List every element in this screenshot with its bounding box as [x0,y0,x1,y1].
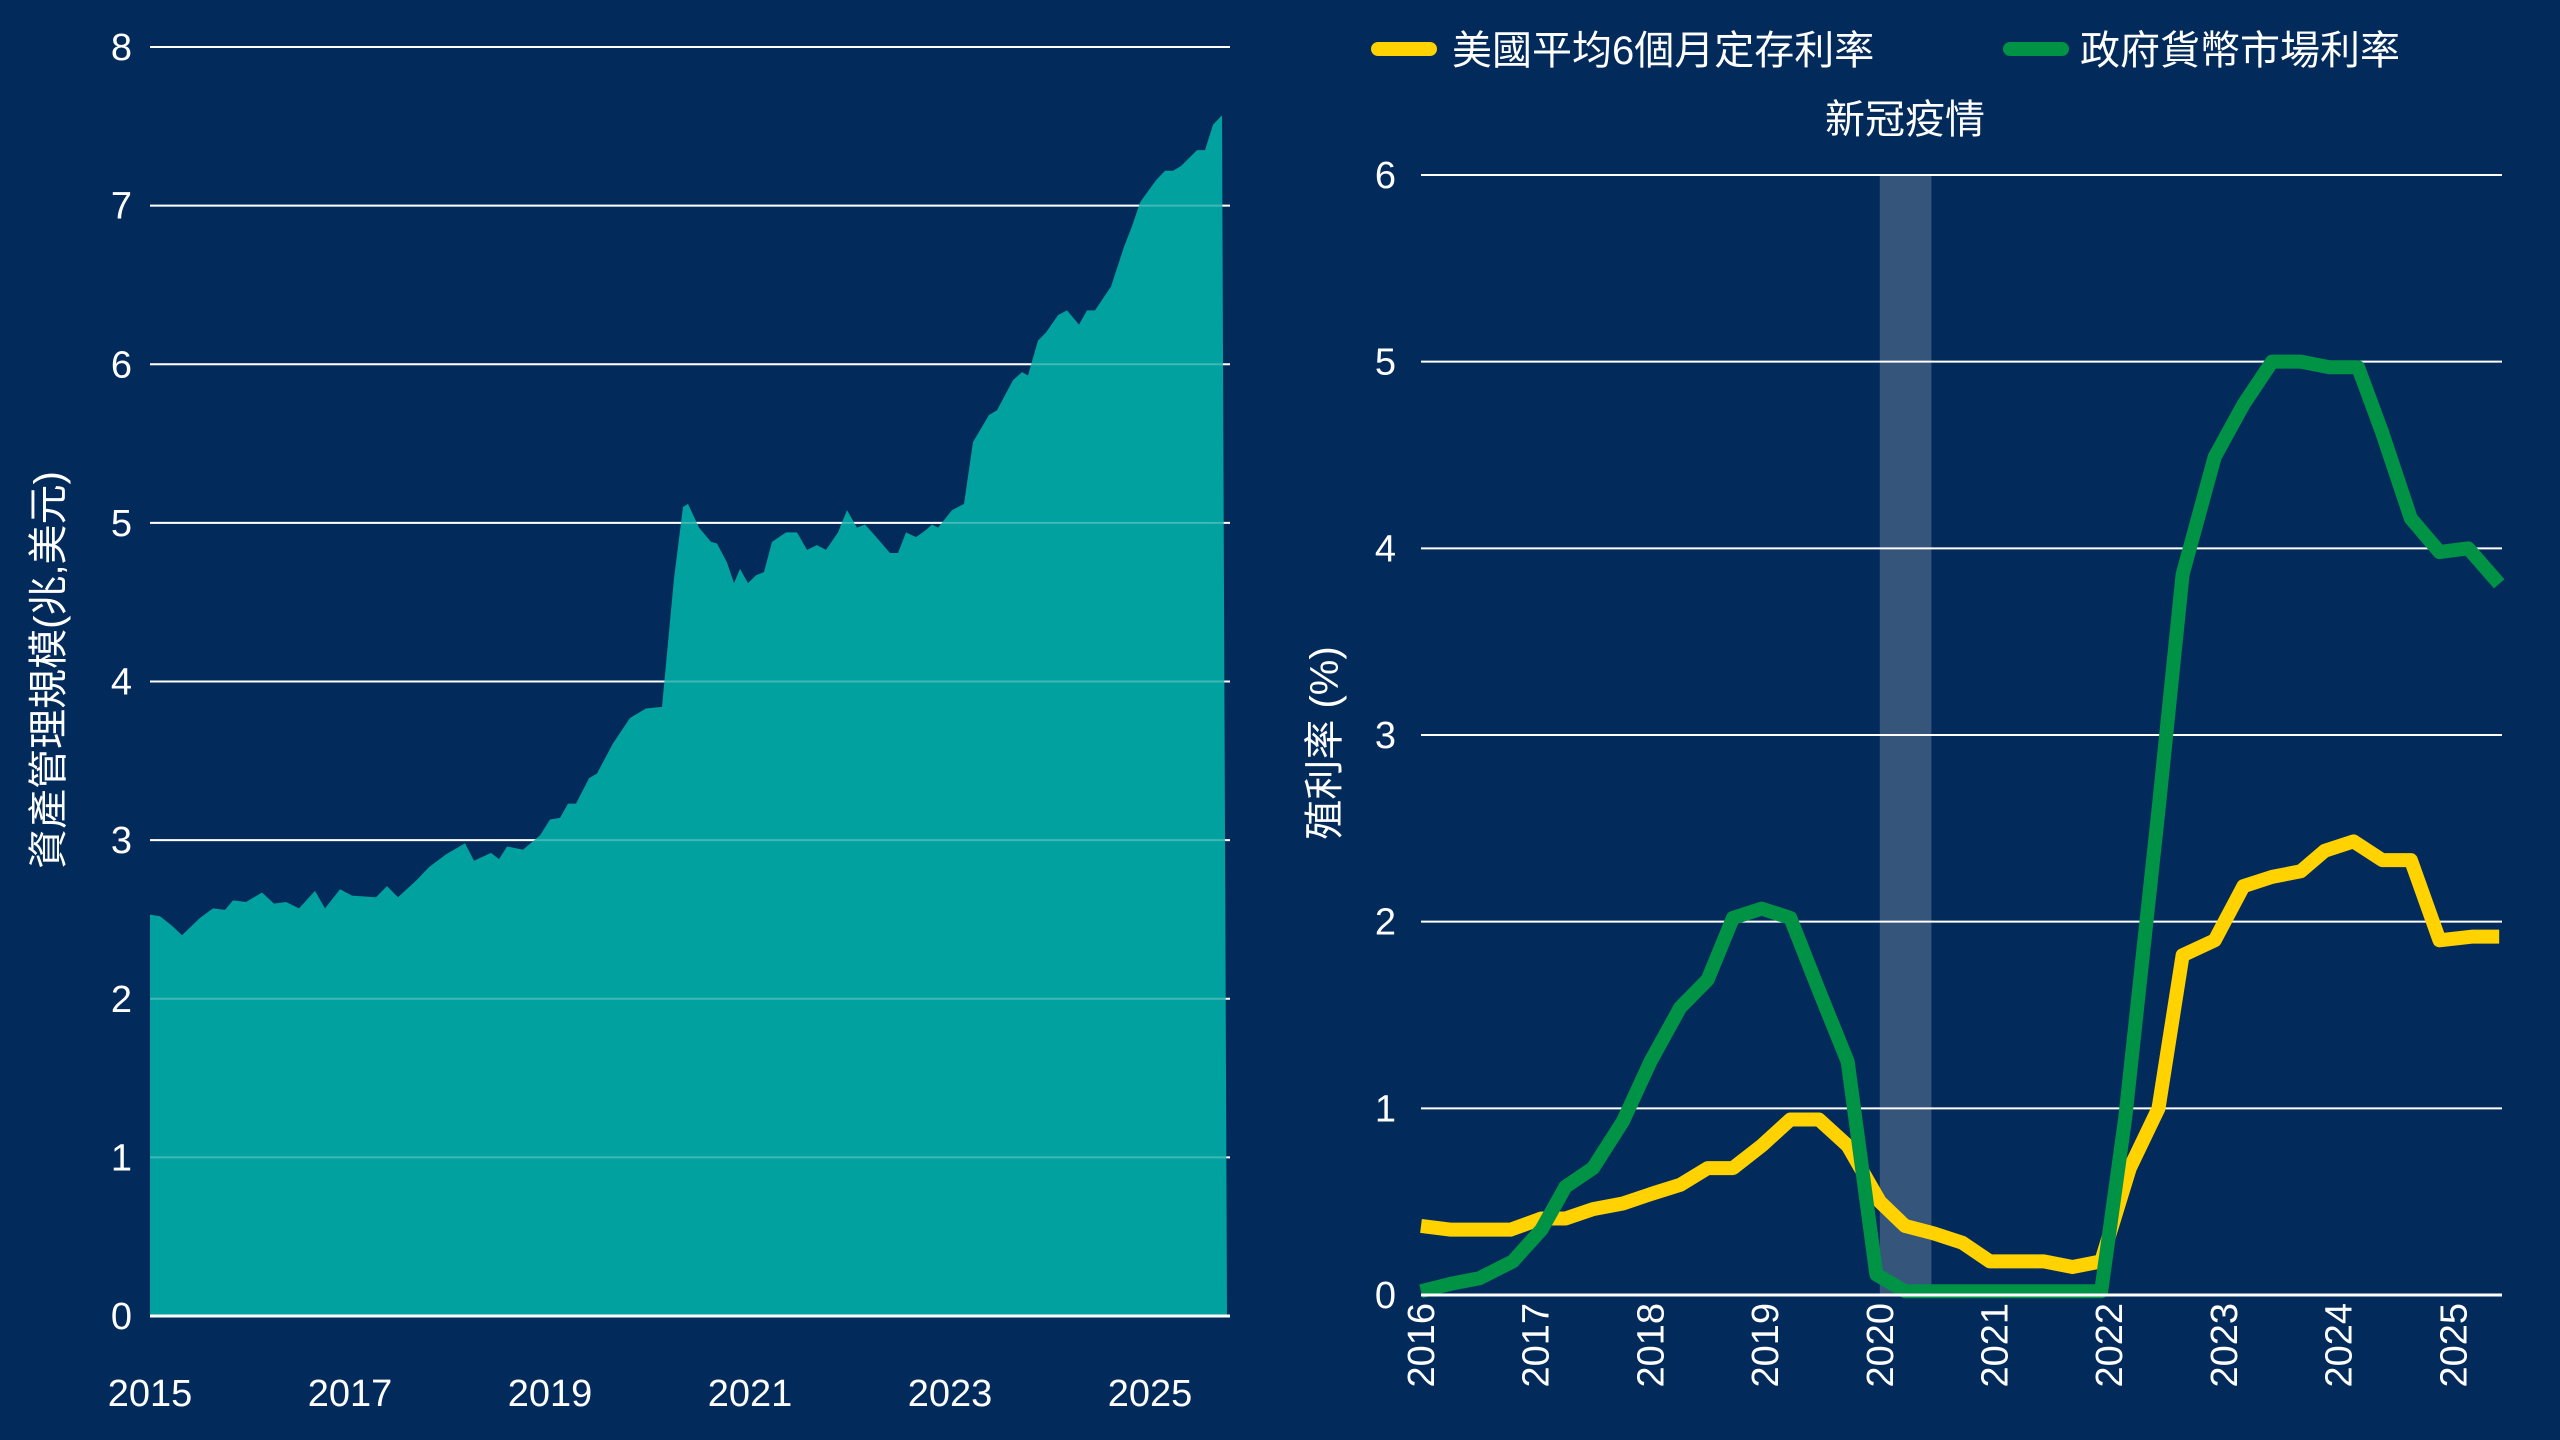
x-tick-label: 2020 [1860,1303,1902,1388]
aum-area-chart: 0 1 2 3 4 5 6 7 8 2015 2017 2019 2021 2023 2025 [108,27,1230,1415]
y-tick-label: 0 [1375,1275,1396,1317]
y-tick-label: 5 [1375,342,1396,384]
y-tick-label: 2 [111,979,132,1021]
x-tick-label: 2021 [1975,1303,2017,1388]
y-tick-label: 2 [1375,902,1396,944]
legend-label-deposit: 美國平均6個月定存利率 [1452,29,1874,73]
x-tick-label: 2015 [108,1373,193,1415]
y-tick-label: 4 [1375,528,1396,570]
right-y-axis-label: 殖利率 (%) [1303,646,1347,839]
x-tick-label: 2019 [1745,1303,1787,1388]
y-tick-label: 0 [111,1296,132,1338]
y-tick-label: 1 [111,1137,132,1179]
x-tick-label: 2016 [1401,1303,1443,1388]
y-tick-label: 1 [1375,1088,1396,1130]
mmf-rate-line [1419,354,2505,1299]
yield-line-chart: 0 1 2 3 4 5 6 2016 2017 2018 2019 2020 2021 2022 2023 2… [1375,155,2505,1388]
y-tick-label: 5 [111,503,132,545]
y-tick-label: 6 [1375,155,1396,197]
aum-area [150,115,1227,1317]
x-tick-label: 2022 [2089,1303,2131,1388]
legend-label-mmf: 政府貨幣市場利率 [2080,29,2400,73]
y-tick-label: 3 [111,820,132,862]
y-tick-label: 7 [111,186,132,228]
x-tick-label: 2025 [1108,1373,1193,1415]
y-tick-label: 3 [1375,715,1396,757]
x-tick-label: 2025 [2433,1303,2475,1388]
x-tick-label: 2023 [2204,1303,2246,1388]
x-tick-label: 2017 [1516,1303,1558,1388]
y-tick-label: 6 [111,344,132,386]
left-y-axis-label: 資產管理規模(兆,美元) [27,471,71,869]
y-tick-label: 4 [111,662,132,704]
x-tick-label: 2017 [308,1373,393,1415]
covid-annotation-label: 新冠疫情 [1825,98,1985,142]
deposit-rate-line [1420,834,2500,1274]
x-tick-label: 2024 [2319,1303,2361,1388]
x-tick-label: 2021 [708,1373,793,1415]
x-tick-label: 2023 [908,1373,993,1415]
x-tick-label: 2019 [508,1373,593,1415]
x-tick-label: 2018 [1630,1303,1672,1388]
y-tick-label: 8 [111,27,132,69]
